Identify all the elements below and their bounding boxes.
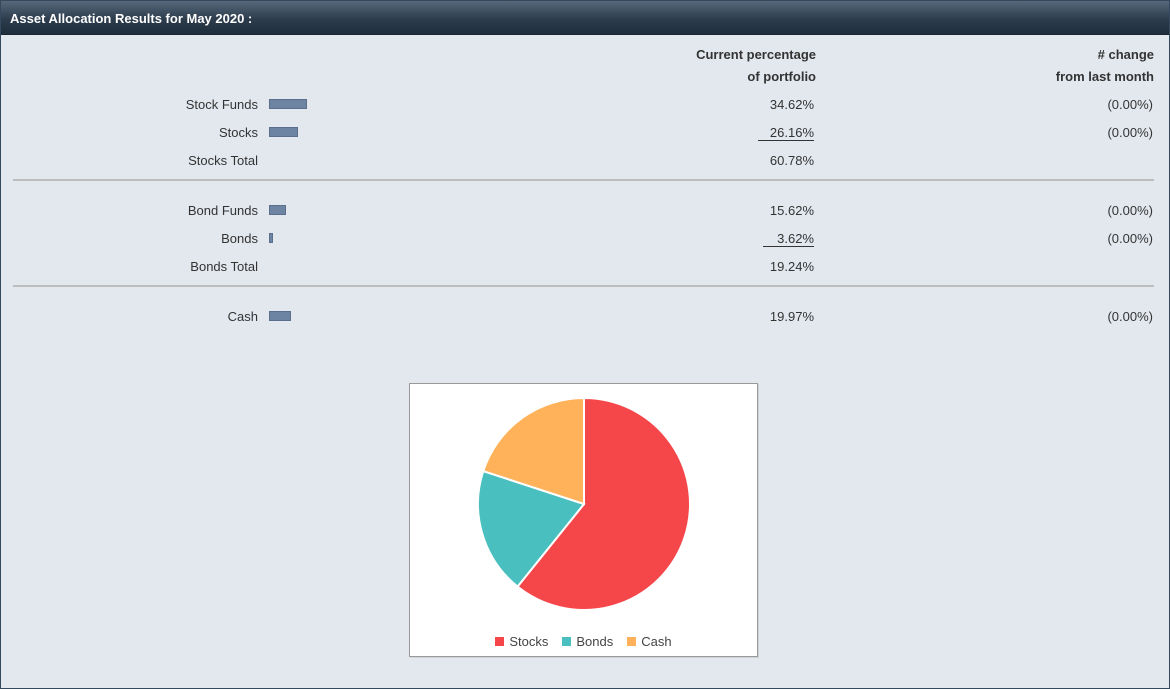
change-cash: (0.00%) [1107,309,1153,324]
pie-slice-cash [481,396,585,506]
pct-cash: 19.97% [769,309,814,324]
pct-stocks-total: 60.78% [769,153,814,168]
allocation-bar-stock-funds [269,99,307,109]
section-divider [13,285,1154,287]
legend-label-cash: Cash [641,634,672,649]
pie-slice-stocks [516,396,691,611]
row-label-stocks: Stocks [218,125,258,140]
change-stock-funds: (0.00%) [1107,97,1153,112]
legend-item-stocks[interactable]: Stocks [495,634,548,649]
pct-bonds-value: 3.62% [763,231,814,247]
allocation-bar-stocks [269,127,298,137]
row-label-stocks-total: Stocks Total [188,153,258,168]
row-label-stock-funds: Stock Funds [185,97,258,112]
legend-swatch-cash [627,637,637,646]
legend-label-bonds: Bonds [576,634,614,649]
row-label-bonds-total: Bonds Total [190,259,258,274]
panel-titlebar: Asset Allocation Results for May 2020 : [1,1,1169,35]
panel-title: Asset Allocation Results for May 2020 : [10,11,253,26]
section-divider [13,179,1154,181]
legend-swatch-bonds [562,637,572,646]
pct-stock-funds: 34.62% [769,97,814,112]
change-header-line2: from last month [1055,69,1154,84]
row-label-bonds: Bonds [221,231,258,246]
pct-header-line1: Current percentage [696,47,816,62]
pct-stocks: 26.16% [694,125,814,141]
change-column-header: # change from last month [1056,44,1154,88]
allocation-bar-bonds [269,233,273,243]
pct-stocks-value: 26.16% [757,125,814,141]
row-label-bond-funds: Bond Funds [187,203,258,218]
allocation-bar-bond-funds [269,205,286,215]
chart-legend: Stocks Bonds Cash [410,634,757,649]
change-stocks: (0.00%) [1107,125,1153,140]
row-label-cash: Cash [227,309,258,324]
pct-column-header: Current percentage of portfolio [696,44,816,88]
change-bond-funds: (0.00%) [1107,203,1153,218]
pie-slice-bonds [477,469,586,588]
pct-bond-funds: 15.62% [769,203,814,218]
change-header-line1: # change [1097,47,1154,62]
legend-item-bonds[interactable]: Bonds [562,634,613,649]
legend-item-cash[interactable]: Cash [627,634,672,649]
pct-header-line2: of portfolio [747,69,816,84]
legend-label-stocks: Stocks [509,634,549,649]
allocation-pie-chart: Stocks Bonds Cash [409,383,758,657]
legend-swatch-stocks [495,637,505,646]
allocation-bar-cash [269,311,291,321]
pie-chart-svg [477,396,691,611]
pct-bonds: 3.62% [694,231,814,247]
change-bonds: (0.00%) [1107,231,1153,246]
pct-bonds-total: 19.24% [769,259,814,274]
